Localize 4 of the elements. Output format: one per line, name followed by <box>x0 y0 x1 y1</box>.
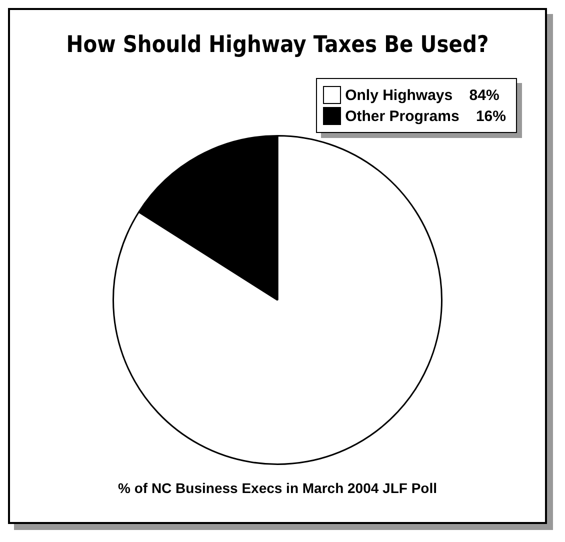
text: % of NC Business Execs in March 2004 JLF Poll <box>117 480 438 496</box>
chart-title: How Should Highway Taxes Be Used? <box>65 32 490 58</box>
legend-label: Only Highways 84% <box>345 86 500 104</box>
legend-label: Other Programs 16% <box>345 108 506 124</box>
